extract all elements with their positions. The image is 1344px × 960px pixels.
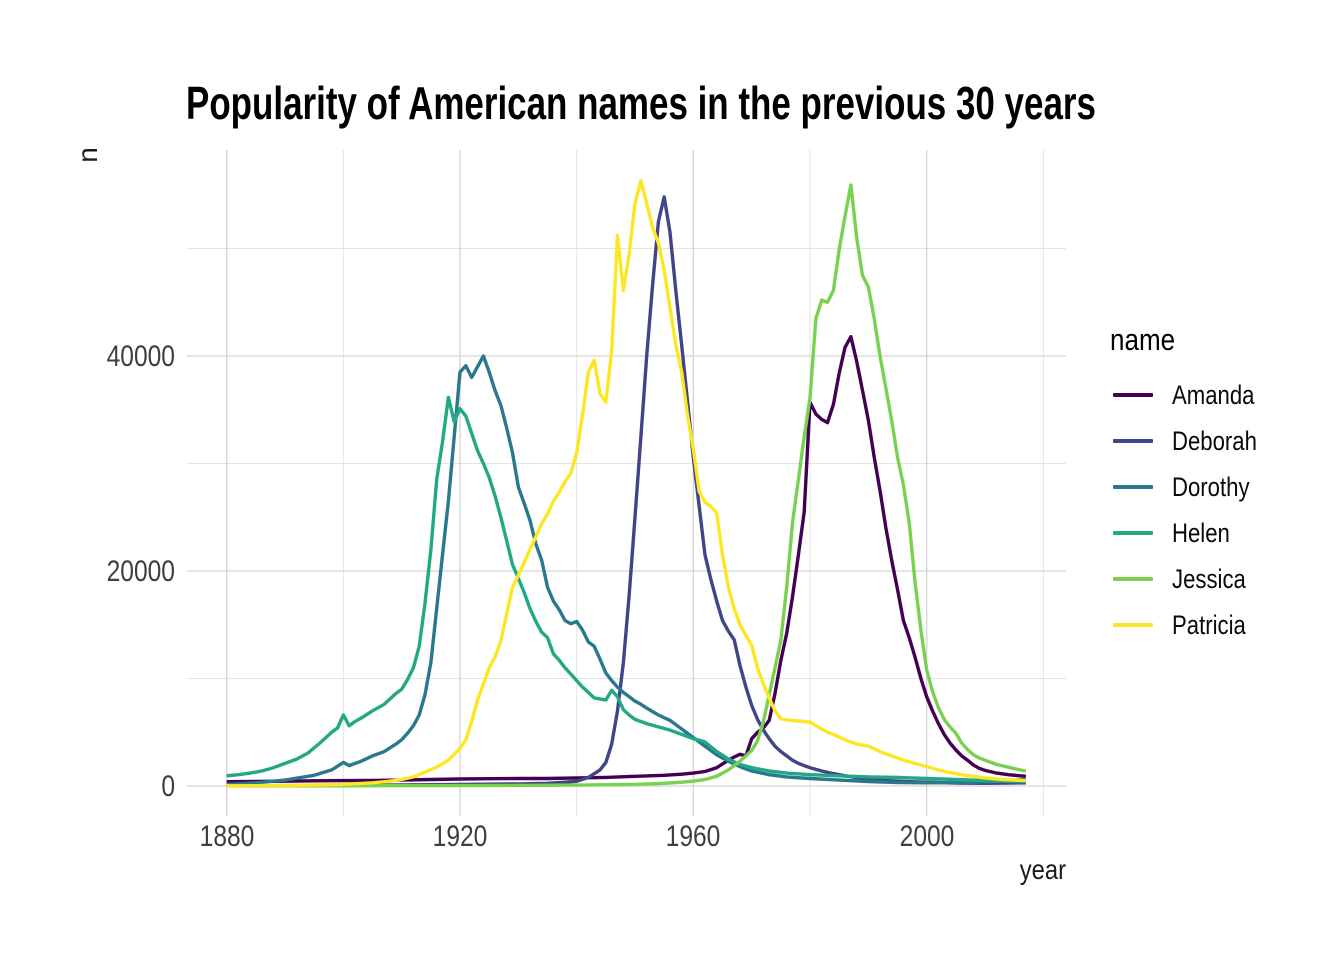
legend-key-dorothy [1113,485,1153,489]
legend-label: Patricia [1172,609,1246,640]
legend-entry-dorothy: Dorothy [1110,464,1276,510]
legend-title: name [1110,322,1176,357]
series-line-patricia [226,179,1026,788]
legend-label: Dorothy [1172,471,1250,502]
series-line-amanda [226,335,1027,784]
legend-label: Amanda [1172,379,1255,410]
legend-entries: Amanda Deborah Dorothy Helen Jessica Patricia [1110,372,1276,648]
y-axis-title: n [72,147,103,163]
series-line-dorothy [226,354,1027,787]
legend-key-deborah [1113,439,1153,443]
x-axis-title: year [1019,854,1066,885]
legend-label: Deborah [1172,425,1257,456]
legend-key-jessica [1113,577,1153,581]
legend-entry-patricia: Patricia [1110,602,1276,648]
y-tick-label: 0 [161,770,175,803]
series-line-jessica [226,183,1027,788]
legend-entry-deborah: Deborah [1110,418,1276,464]
legend-key-patricia [1113,623,1153,627]
chart-title: Popularity of American names in the prev… [186,77,1096,129]
x-tick-label: 1920 [432,820,488,853]
x-tick-label: 1960 [665,820,721,853]
legend: name Amanda Deborah Dorothy Helen Jessica Pat… [1110,322,1276,648]
gridlines-minor [187,150,1066,816]
x-tick-label: 1880 [199,820,255,853]
legend-key-amanda [1113,393,1153,397]
series-line-helen [226,395,1026,784]
legend-label: Jessica [1172,563,1246,594]
y-tick-label: 20000 [106,555,175,588]
series-lines [226,179,1027,788]
legend-entry-jessica: Jessica [1110,556,1276,602]
legend-entry-helen: Helen [1110,510,1276,556]
x-tick-label: 2000 [899,820,955,853]
y-tick-label: 40000 [106,340,175,373]
legend-label: Helen [1172,517,1230,548]
legend-entry-amanda: Amanda [1110,372,1276,418]
legend-key-helen [1113,531,1153,535]
